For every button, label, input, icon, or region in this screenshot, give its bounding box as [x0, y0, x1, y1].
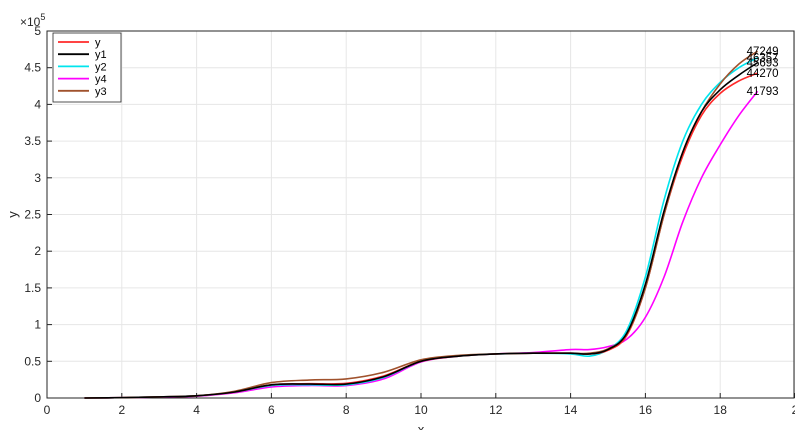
y-tick-label: 0.5: [24, 354, 41, 368]
y-tick-label: 5: [34, 24, 41, 38]
x-tick-label: 0: [44, 403, 51, 417]
x-tick-label: 10: [414, 403, 428, 417]
legend-label-y2: y2: [95, 61, 107, 73]
y-axis-label: y: [5, 211, 20, 218]
y-tick-label: 3.5: [24, 134, 41, 148]
legend-label-y: y: [95, 37, 101, 49]
legend-label-y3: y3: [95, 86, 107, 98]
x-axis-label: x: [418, 422, 425, 430]
x-tick-label: 6: [268, 403, 275, 417]
end-label-y4: 41793: [747, 86, 779, 98]
grid-lines: [46, 30, 795, 399]
y-tick-label: 4.5: [24, 61, 41, 75]
series-line-y1: [84, 61, 759, 399]
end-label-y3: 47249: [747, 46, 779, 58]
y-tick-label: 4: [34, 97, 41, 111]
x-axis: 0 2 4 6 8 10 12 14 16 18 2: [44, 393, 795, 417]
y-exponent-label: ×105: [20, 12, 45, 29]
y-tick-label: 1.5: [24, 281, 41, 295]
x-tick-label: 4: [193, 403, 200, 417]
end-label-y2: 46357: [747, 53, 779, 65]
end-label-y1: 45693: [747, 58, 779, 70]
x-tick-label: 8: [343, 403, 350, 417]
y-tick-label: 2: [34, 244, 41, 258]
x-tick-label: 12: [489, 403, 503, 417]
y-tick-label: 0: [34, 391, 41, 405]
y-tick-label: 1: [34, 318, 41, 332]
y-tick-label: 2.5: [24, 208, 41, 222]
x-tick-label: 14: [564, 403, 578, 417]
y-tick-label: 3: [34, 171, 41, 185]
x-tick-label: 18: [714, 403, 728, 417]
end-label-y: 44270: [747, 68, 779, 80]
x-tick-label: 2: [118, 403, 125, 417]
y-axis: 0 0.5 1 1.5 2 2.5 3 3.5 4 4.5 5: [24, 24, 52, 405]
legend-label-y1: y1: [95, 49, 107, 61]
series-lines: [84, 50, 759, 399]
legend-label-y4: y4: [95, 74, 107, 86]
x-tick-label: 16: [639, 403, 653, 417]
x-tick-label: 2: [792, 403, 795, 417]
